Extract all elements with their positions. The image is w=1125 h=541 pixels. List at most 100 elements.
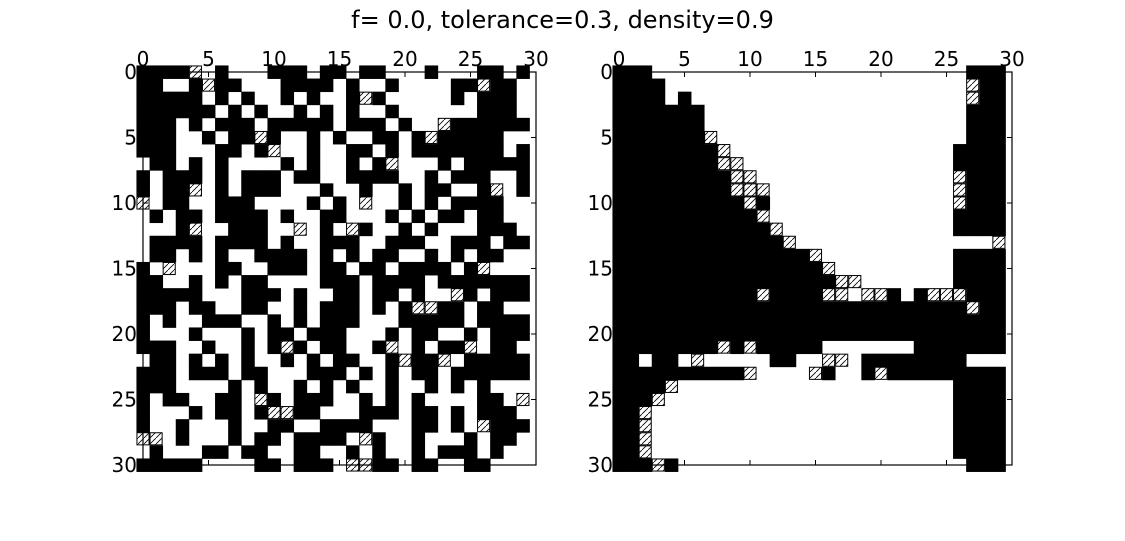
filled-cell [450,91,465,106]
filled-cell [215,144,229,158]
filled-cell [228,392,242,407]
filled-cell [625,144,640,158]
filled-cell [638,327,653,341]
filled-cell [346,157,360,171]
filled-cell [992,157,1006,171]
filled-cell [267,432,281,446]
filled-cell [953,392,967,407]
filled-cell [162,91,177,106]
filled-cell [424,222,439,237]
filled-cell [992,419,1006,433]
filled-cell [939,314,954,328]
filled-cell [503,235,517,250]
filled-cell [490,196,504,210]
filled-cell [293,288,308,302]
filled-cell [149,144,164,158]
filled-cell [280,209,295,224]
filled-cell [953,314,967,328]
filled-cell [717,235,731,250]
filled-cell [332,432,347,446]
filled-cell [477,130,491,145]
filled-cell [280,78,295,93]
filled-cell [254,406,268,420]
filled-cell [477,379,491,394]
filled-cell [359,117,373,132]
filled-cell [188,275,203,289]
filled-cell [215,275,229,289]
filled-cell [503,366,517,381]
filled-cell [490,419,504,433]
y-tick-label: 25 [112,388,137,412]
filled-cell [398,222,412,237]
filled-cell [730,235,744,250]
filled-cell [913,340,928,355]
filled-cell [267,248,281,263]
filled-cell [359,183,373,197]
filled-cell [450,196,465,210]
filled-cell [293,432,308,446]
filled-cell [254,288,268,302]
filled-cell [638,275,653,289]
filled-cell [900,353,915,368]
right-grid-panel: 0 5 10 15 20 25 30 0 5 10 15 20 25 30 [588,47,1025,477]
filled-cell [293,261,308,276]
filled-cell [162,235,177,250]
filled-cell [332,288,347,302]
filled-cell [861,366,875,381]
filled-cell [691,117,705,132]
filled-cell [756,222,771,237]
filled-cell [691,235,705,250]
filled-cell [966,196,980,210]
filled-cell [411,314,426,328]
figure-title: f= 0.0, tolerance=0.3, density=0.9 [351,6,774,34]
filled-cell [664,261,679,276]
hatched-cell [450,288,464,302]
filled-cell [966,379,980,394]
filled-cell [625,130,640,145]
filled-cell [372,170,386,184]
hatched-cell [756,183,770,197]
filled-cell [966,130,980,145]
filled-cell [267,288,281,302]
filled-cell [463,261,478,276]
filled-cell [953,157,967,171]
filled-cell [503,78,517,93]
filled-cell [913,353,928,368]
filled-cell [979,261,993,276]
filled-cell [795,248,810,263]
filled-cell [149,379,164,394]
filled-cell [241,275,255,289]
filled-cell [992,406,1006,420]
filled-cell [664,327,679,341]
filled-cell [149,117,164,132]
filled-cell [411,235,426,250]
filled-cell [490,117,504,132]
filled-cell [346,91,360,106]
filled-cell [992,78,1006,93]
filled-cell [625,91,640,106]
filled-cell [228,222,242,237]
filled-cell [717,288,731,302]
filled-cell [162,144,177,158]
filled-cell [743,327,757,341]
filled-cell [346,78,360,93]
filled-cell [306,157,321,171]
filled-cell [437,314,452,328]
filled-cell [162,104,177,119]
filled-cell [992,261,1006,276]
filled-cell [175,209,190,224]
filled-cell [175,91,190,106]
filled-cell [215,248,229,263]
filled-cell [188,104,203,119]
filled-cell [664,117,679,132]
filled-cell [638,235,653,250]
filled-cell [638,117,653,132]
hatched-cell [477,261,491,276]
filled-cell [677,301,692,315]
filled-cell [293,445,308,459]
filled-cell [411,366,426,381]
filled-cell [691,248,705,263]
filled-cell [979,170,993,184]
filled-cell [979,78,993,93]
hatched-cell [704,130,718,145]
